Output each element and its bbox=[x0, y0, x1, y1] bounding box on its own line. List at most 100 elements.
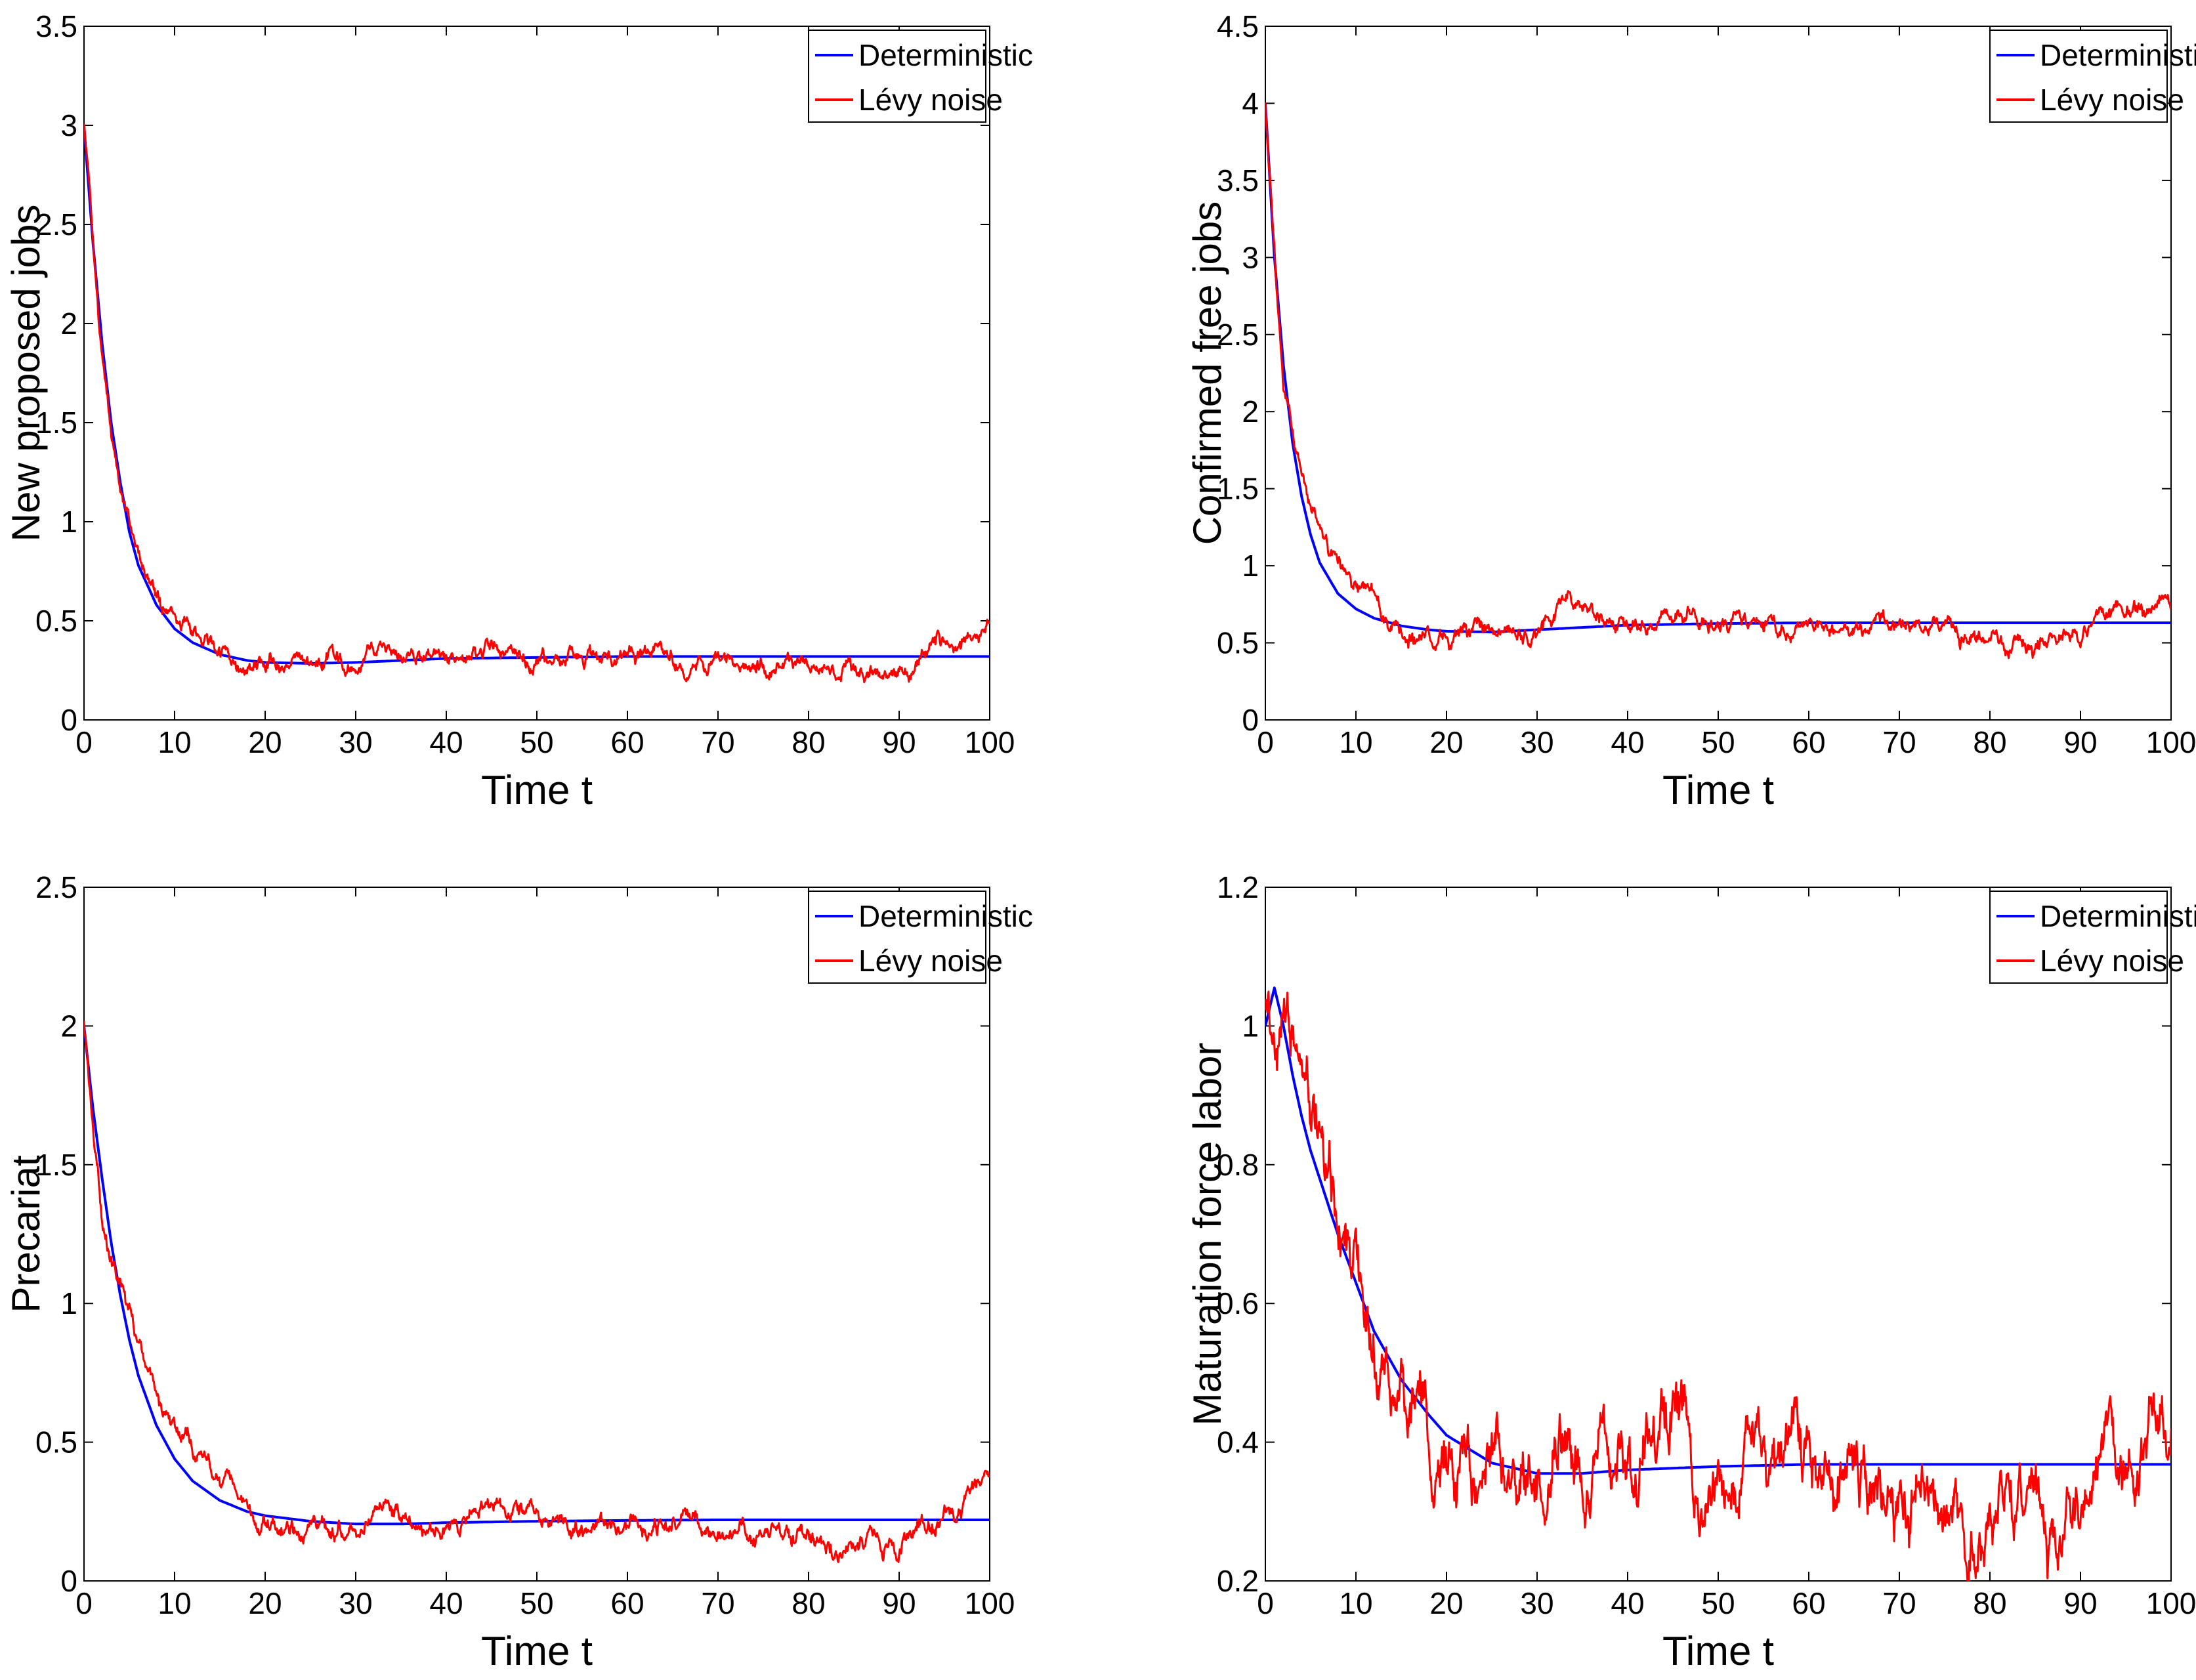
x-tick-label: 20 bbox=[1429, 1586, 1463, 1620]
y-tick-label: 1.5 bbox=[35, 406, 77, 440]
y-tick-label: 2 bbox=[60, 306, 77, 341]
x-tick-label: 90 bbox=[2063, 1586, 2097, 1620]
legend: Deterministic Lévy noise bbox=[1989, 891, 2196, 984]
legend-levy-label: Lévy noise bbox=[2040, 944, 2184, 978]
x-axis-label: Time t bbox=[1662, 1629, 1774, 1674]
x-tick-label: 50 bbox=[520, 1586, 553, 1620]
x-tick-label: 10 bbox=[1339, 1586, 1372, 1620]
y-tick-label: 0 bbox=[60, 703, 77, 737]
deterministic-series-line bbox=[84, 125, 990, 665]
x-tick-label: 40 bbox=[429, 725, 463, 759]
y-tick-label: 0.8 bbox=[1217, 1148, 1259, 1182]
y-tick-label: 1.2 bbox=[1217, 870, 1259, 904]
x-tick-label: 50 bbox=[1701, 1586, 1735, 1620]
legend-box bbox=[1989, 891, 2168, 984]
y-tick-label: 2 bbox=[1242, 394, 1259, 429]
y-tick-label: 0.5 bbox=[1217, 626, 1259, 660]
x-tick-label: 100 bbox=[965, 725, 1015, 759]
chart-panel-2: 0 10 20 30 40 50 60 70 80 90 100 0 0.5 1 1.5 2 2.5 3 3.5 4 4… bbox=[1185, 9, 2196, 813]
y-tick-label: 0 bbox=[60, 1564, 77, 1598]
legend-levy-label: Lévy noise bbox=[858, 944, 1003, 978]
x-tick-label: 30 bbox=[339, 725, 372, 759]
y-tick-label: 0.5 bbox=[35, 1425, 77, 1460]
x-tick-label: 50 bbox=[520, 725, 553, 759]
y-tick-label: 2.5 bbox=[35, 870, 77, 904]
deterministic-series-line bbox=[1265, 103, 2171, 634]
x-tick-label: 60 bbox=[610, 725, 644, 759]
legend-levy-label: Lévy noise bbox=[2040, 83, 2184, 117]
plot-frame bbox=[83, 26, 990, 721]
x-tick-label: 100 bbox=[2146, 725, 2196, 759]
x-tick-label: 20 bbox=[248, 1586, 282, 1620]
chart-panel-4: 0 10 20 30 40 50 60 70 80 90 100 0.2 0.4 0.6 0.8 1 1.2 Ti… bbox=[1185, 870, 2196, 1674]
legend-deterministic-label: Deterministic bbox=[2040, 38, 2196, 72]
x-tick-label: 30 bbox=[1520, 725, 1553, 759]
legend: Deterministic Lévy noise bbox=[808, 891, 1033, 984]
y-tick-label: 0.2 bbox=[1217, 1564, 1259, 1598]
y-tick-label: 3 bbox=[60, 108, 77, 142]
x-tick-label: 60 bbox=[1792, 725, 1825, 759]
y-tick-label: 3.5 bbox=[35, 9, 77, 43]
y-axis-label: Maturation force labor bbox=[1185, 1043, 1229, 1426]
y-tick-label: 0.5 bbox=[35, 604, 77, 638]
x-tick-label: 50 bbox=[1701, 725, 1735, 759]
x-tick-label: 90 bbox=[882, 1586, 916, 1620]
x-tick-label: 0 bbox=[1257, 1586, 1274, 1620]
y-tick-label: 1 bbox=[60, 1286, 77, 1320]
x-axis-label: Time t bbox=[1662, 768, 1774, 813]
levy-noise-series-line bbox=[84, 1020, 990, 1563]
x-tick-label: 60 bbox=[610, 1586, 644, 1620]
x-tick-label: 0 bbox=[1257, 725, 1274, 759]
x-tick-label: 80 bbox=[1973, 725, 2006, 759]
x-tick-label: 80 bbox=[792, 1586, 825, 1620]
y-tick-label: 2.5 bbox=[1217, 318, 1259, 352]
deterministic-series-line bbox=[84, 1026, 990, 1526]
levy-noise-series-line bbox=[84, 123, 990, 684]
x-tick-label: 90 bbox=[882, 725, 916, 759]
y-tick-label: 3.5 bbox=[1217, 163, 1259, 198]
x-tick-label: 70 bbox=[1882, 1586, 1916, 1620]
y-tick-label: 2 bbox=[60, 1009, 77, 1043]
y-tick-label: 0 bbox=[1242, 703, 1259, 737]
x-tick-label: 40 bbox=[429, 1586, 463, 1620]
x-tick-label: 70 bbox=[1882, 725, 1916, 759]
y-tick-label: 1 bbox=[60, 505, 77, 539]
x-tick-label: 10 bbox=[158, 1586, 191, 1620]
legend: Deterministic Lévy noise bbox=[1989, 30, 2196, 123]
x-tick-label: 0 bbox=[75, 725, 93, 759]
x-tick-label: 20 bbox=[1429, 725, 1463, 759]
x-tick-label: 90 bbox=[2063, 725, 2097, 759]
x-axis-label: Time t bbox=[481, 1629, 593, 1674]
x-tick-label: 10 bbox=[1339, 725, 1372, 759]
x-tick-label: 80 bbox=[1973, 1586, 2006, 1620]
y-axis-label: Confirmed free jobs bbox=[1185, 201, 1229, 545]
x-tick-label: 70 bbox=[701, 1586, 734, 1620]
y-tick-label: 1.5 bbox=[35, 1148, 77, 1182]
x-tick-label: 10 bbox=[158, 725, 191, 759]
x-tick-label: 30 bbox=[1520, 1586, 1553, 1620]
legend-deterministic-label: Deterministic bbox=[858, 38, 1033, 72]
x-tick-label: 0 bbox=[75, 1586, 93, 1620]
plot-frame bbox=[1265, 26, 2172, 721]
chart-panel-1: 0 10 20 30 40 50 60 70 80 90 100 0 0.5 1 1.5 2 2.5 3 3.5 Ti… bbox=[4, 9, 1033, 813]
legend-box bbox=[808, 30, 986, 123]
deterministic-series-line bbox=[1265, 986, 2171, 1475]
legend-levy-label: Lévy noise bbox=[858, 83, 1003, 117]
y-axis-label: Precariat bbox=[4, 1155, 48, 1312]
x-tick-label: 40 bbox=[1611, 725, 1644, 759]
y-tick-label: 4.5 bbox=[1217, 9, 1259, 43]
x-tick-label: 100 bbox=[2146, 1586, 2196, 1620]
legend-deterministic-label: Deterministic bbox=[2040, 899, 2196, 933]
y-tick-label: 3 bbox=[1242, 240, 1259, 274]
legend-box bbox=[808, 891, 986, 984]
x-tick-label: 70 bbox=[701, 725, 734, 759]
y-tick-label: 1 bbox=[1242, 549, 1259, 583]
y-tick-label: 0.4 bbox=[1217, 1425, 1259, 1460]
x-tick-label: 20 bbox=[248, 725, 282, 759]
y-tick-label: 0.6 bbox=[1217, 1286, 1259, 1320]
x-tick-label: 80 bbox=[792, 725, 825, 759]
x-tick-label: 30 bbox=[339, 1586, 372, 1620]
y-tick-label: 1.5 bbox=[1217, 472, 1259, 506]
legend-box bbox=[1989, 30, 2168, 123]
